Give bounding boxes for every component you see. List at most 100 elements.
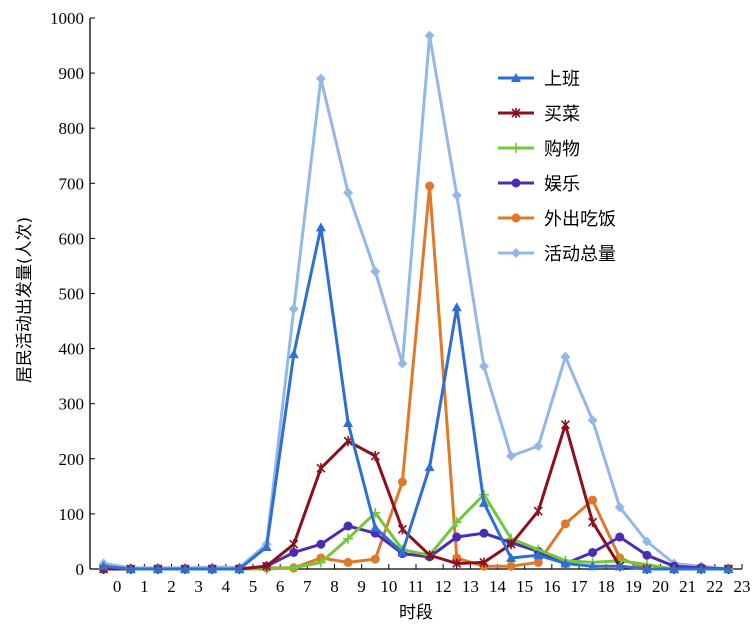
- data-point: [614, 561, 625, 571]
- legend-item: 活动总量: [498, 244, 616, 265]
- data-point: [614, 502, 625, 513]
- data-point: [343, 417, 354, 427]
- x-tick-label: 10: [380, 577, 397, 596]
- axes: [89, 18, 742, 570]
- data-point: [478, 497, 489, 507]
- data-point: [451, 302, 462, 312]
- x-ticks: 0 1 2 3 4 5 6 7 8 9 10 11 12 13 14 15 16 17 18 19 20 21 22 23: [113, 564, 751, 596]
- y-tick-label: 300: [59, 395, 85, 414]
- legend-label: 买菜: [544, 104, 580, 125]
- data-point: [587, 415, 598, 426]
- legend-label: 购物: [544, 139, 580, 160]
- legend-label: 上班: [544, 69, 580, 90]
- data-point: [560, 419, 570, 430]
- legend-marker: [511, 213, 521, 223]
- data-point: [180, 564, 191, 573]
- x-tick-label: 20: [652, 577, 669, 596]
- legend-label: 活动总量: [544, 244, 616, 265]
- data-point: [588, 547, 598, 557]
- legend-marker: [511, 108, 521, 118]
- data-point: [506, 561, 516, 571]
- data-point: [315, 73, 326, 84]
- x-tick-label: 19: [625, 577, 642, 596]
- x-tick-label: 0: [113, 577, 122, 596]
- data-point: [370, 266, 381, 277]
- x-tick-label: 4: [222, 577, 231, 596]
- data-point: [478, 361, 489, 372]
- data-point: [506, 552, 517, 562]
- data-point: [315, 557, 326, 568]
- x-tick-label: 9: [357, 577, 366, 596]
- legend-item: 买菜: [498, 104, 580, 125]
- data-point: [533, 557, 543, 567]
- data-point: [343, 521, 353, 531]
- series-0: [98, 222, 734, 573]
- data-point: [370, 451, 380, 462]
- data-point: [588, 517, 598, 528]
- data-point: [641, 564, 652, 573]
- data-point: [343, 187, 354, 198]
- data-point: [506, 451, 517, 462]
- y-tick-label: 200: [59, 450, 85, 469]
- data-point: [316, 463, 326, 474]
- legend-marker: [511, 248, 521, 258]
- x-tick-label: 1: [140, 577, 149, 596]
- data-point: [642, 550, 652, 560]
- y-tick-label: 1000: [50, 9, 84, 28]
- data-point: [533, 506, 543, 517]
- series-1: [99, 419, 733, 574]
- series-5: [98, 30, 734, 574]
- x-tick-label: 14: [489, 577, 507, 596]
- x-tick-label: 23: [734, 577, 751, 596]
- data-point: [560, 351, 571, 362]
- data-point: [588, 495, 598, 505]
- data-point: [234, 564, 245, 573]
- y-tick-label: 0: [76, 560, 85, 579]
- x-tick-label: 5: [249, 577, 258, 596]
- data-point: [533, 441, 544, 452]
- data-point: [152, 564, 163, 573]
- y-axis-title: 居民活动出发量(人次): [15, 217, 35, 383]
- data-point: [452, 532, 462, 542]
- x-tick-label: 18: [598, 577, 615, 596]
- data-point: [288, 562, 299, 573]
- data-point: [669, 564, 680, 573]
- legend-item: 外出吃饭: [498, 209, 616, 230]
- x-tick-label: 21: [679, 577, 696, 596]
- data-point: [288, 349, 299, 359]
- data-point: [289, 539, 299, 550]
- legend-label: 外出吃饭: [544, 209, 616, 230]
- legend-marker: [511, 143, 521, 153]
- data-point: [615, 532, 625, 542]
- data-point: [397, 477, 407, 487]
- x-tick-label: 13: [462, 577, 479, 596]
- x-tick-label: 15: [516, 577, 533, 596]
- data-point: [370, 554, 380, 564]
- data-point: [641, 536, 652, 547]
- data-point: [696, 564, 707, 573]
- y-ticks: 0 100 200 300 400 500 600 700 800 900 1000: [50, 9, 95, 579]
- data-point: [125, 564, 136, 573]
- series-layer: [98, 30, 734, 574]
- data-point: [425, 181, 435, 191]
- data-point: [506, 539, 516, 550]
- data-point: [98, 561, 109, 571]
- data-point: [262, 561, 272, 572]
- x-tick-label: 22: [706, 577, 723, 596]
- data-point: [397, 547, 408, 557]
- data-point: [451, 190, 462, 201]
- x-tick-label: 17: [571, 577, 589, 596]
- data-point: [207, 564, 218, 573]
- data-point: [316, 539, 326, 549]
- series-line: [103, 34, 729, 571]
- data-point: [315, 222, 326, 232]
- x-tick-label: 6: [276, 577, 285, 596]
- x-tick-label: 8: [330, 577, 339, 596]
- data-point: [451, 517, 462, 528]
- data-point: [452, 558, 462, 569]
- data-point: [560, 558, 571, 568]
- legend-item: 上班: [498, 69, 580, 90]
- series-line: [103, 225, 729, 571]
